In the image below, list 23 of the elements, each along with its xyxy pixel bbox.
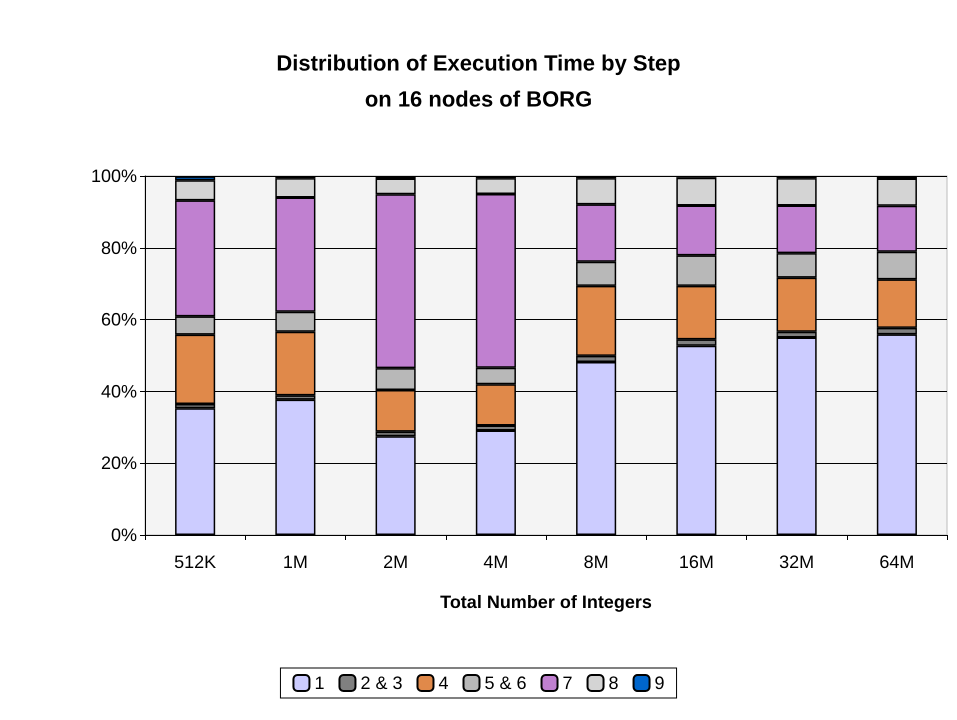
chart-title: Distribution of Execution Time by Step on 16 nodes of BORG — [276, 50, 681, 112]
legend-label: 1 — [314, 673, 324, 693]
y-tick-label: 20% — [100, 453, 137, 474]
x-tick-label: 2M — [383, 552, 408, 572]
legend-label: 9 — [654, 673, 665, 693]
x-tick-label: 32M — [779, 552, 814, 572]
legend-label: 7 — [562, 673, 573, 693]
legend-label: 4 — [438, 673, 448, 693]
y-tick-label: 80% — [100, 238, 137, 258]
x-tick-label: 1M — [282, 552, 308, 572]
x-tick-label: 64M — [879, 552, 914, 572]
legend-label: 2 & 3 — [360, 673, 402, 693]
legend-label: 8 — [608, 673, 619, 693]
y-tick-label: 60% — [100, 310, 137, 330]
x-tick-label: 4M — [483, 552, 508, 572]
y-tick-label: 40% — [100, 381, 137, 402]
x-tick-label: 16M — [678, 552, 714, 572]
x-tick-label: 8M — [584, 552, 609, 572]
x-axis-title: Total Number of Integers — [440, 592, 652, 612]
x-tick-label: 512K — [174, 552, 216, 572]
y-tick-label: 0% — [110, 525, 137, 545]
legend-label: 5 & 6 — [484, 673, 527, 693]
y-tick-label: 100% — [90, 166, 137, 186]
